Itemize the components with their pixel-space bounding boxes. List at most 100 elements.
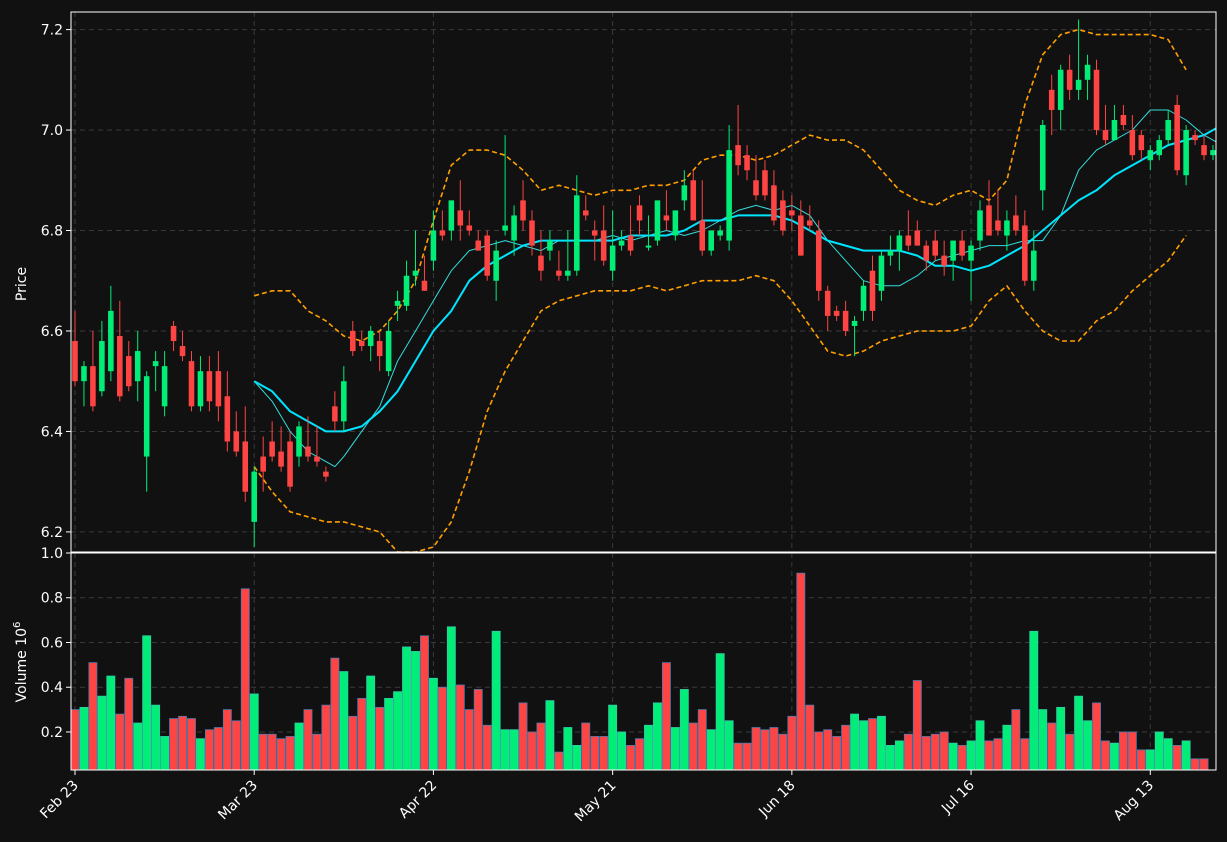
candle bbox=[878, 250, 885, 301]
candle bbox=[851, 315, 858, 357]
candle bbox=[134, 330, 141, 402]
candle-body bbox=[412, 270, 419, 276]
volume-bar bbox=[411, 651, 420, 771]
volume-bar bbox=[97, 695, 107, 771]
volume-bar bbox=[1038, 709, 1048, 771]
bollinger-band-line bbox=[253, 235, 1187, 552]
candle bbox=[179, 330, 186, 362]
candle bbox=[717, 225, 723, 241]
candle bbox=[735, 104, 741, 176]
volume-bar bbox=[823, 729, 833, 771]
candle bbox=[1174, 94, 1180, 176]
candle bbox=[394, 290, 401, 321]
volume-bar bbox=[706, 729, 716, 771]
volume-bar bbox=[733, 742, 743, 771]
candle-body bbox=[618, 240, 625, 246]
candle bbox=[932, 230, 938, 261]
volume-bar bbox=[527, 731, 537, 771]
candle-body bbox=[358, 341, 365, 347]
volume-bar bbox=[240, 588, 250, 771]
volume-bar bbox=[213, 727, 223, 771]
volume-bar bbox=[285, 736, 295, 771]
volume-bar bbox=[196, 738, 205, 771]
volume-bar bbox=[437, 686, 447, 771]
candle bbox=[188, 351, 195, 412]
volume-bar bbox=[151, 704, 161, 771]
volume-bar bbox=[957, 744, 967, 771]
volume-bar bbox=[420, 635, 429, 771]
volume-bar bbox=[805, 704, 815, 771]
candle-body bbox=[968, 245, 974, 261]
volume-tick-label: 1.0 bbox=[41, 546, 63, 562]
candle bbox=[609, 210, 616, 281]
volume-bar bbox=[231, 720, 241, 771]
candle-body bbox=[565, 270, 571, 276]
price-tick-label: 7.0 bbox=[41, 123, 63, 139]
candle bbox=[287, 431, 293, 492]
volume-bar bbox=[975, 720, 985, 771]
candle bbox=[152, 351, 159, 392]
volume-bar bbox=[554, 751, 564, 771]
volume-bar bbox=[787, 715, 797, 771]
candle-body bbox=[466, 225, 473, 231]
candle-body bbox=[117, 336, 123, 397]
volume-bar bbox=[581, 722, 591, 771]
volume-bar bbox=[1002, 724, 1012, 771]
volume-bar bbox=[106, 675, 116, 771]
volume-bar bbox=[258, 733, 268, 771]
candle-body bbox=[251, 471, 257, 522]
candle-body bbox=[99, 341, 105, 392]
volume-bar bbox=[473, 689, 483, 771]
volume-bar bbox=[178, 715, 187, 771]
candle bbox=[1156, 135, 1163, 161]
candle bbox=[815, 220, 822, 301]
volume-bar bbox=[644, 724, 653, 771]
candle-body bbox=[1057, 69, 1064, 110]
candle-body bbox=[627, 235, 634, 251]
candle bbox=[1165, 109, 1171, 146]
candle-body bbox=[663, 215, 670, 221]
volume-bar bbox=[1020, 738, 1030, 771]
candle-body bbox=[1075, 79, 1082, 90]
volume-bar bbox=[1047, 722, 1057, 771]
volume-bar bbox=[572, 744, 582, 771]
candle-body bbox=[815, 230, 822, 291]
candle bbox=[448, 200, 455, 241]
candle-body bbox=[753, 180, 759, 196]
volume-bar bbox=[1190, 758, 1200, 771]
volume-bar bbox=[446, 626, 456, 771]
candle-body bbox=[188, 361, 195, 407]
candle bbox=[1120, 104, 1127, 131]
candle-body bbox=[529, 220, 535, 246]
candle-body bbox=[72, 341, 78, 382]
volume-bar bbox=[653, 702, 662, 771]
price-tick-label: 6.6 bbox=[41, 324, 63, 340]
candle-body bbox=[941, 255, 947, 266]
candle bbox=[636, 195, 643, 236]
volume-bar bbox=[1118, 731, 1128, 771]
candle-body bbox=[789, 210, 795, 216]
candle bbox=[1183, 125, 1189, 186]
candle bbox=[1138, 130, 1145, 161]
volume-bar bbox=[1163, 738, 1173, 771]
candle-body bbox=[932, 240, 938, 256]
candle bbox=[206, 356, 213, 412]
candle bbox=[618, 230, 625, 251]
volume-bar bbox=[966, 740, 976, 771]
candle bbox=[896, 230, 903, 271]
price-tick-label: 6.8 bbox=[41, 224, 63, 240]
candle bbox=[323, 466, 329, 482]
candle-body bbox=[511, 215, 517, 241]
candle bbox=[1210, 145, 1216, 161]
volume-bar bbox=[1092, 702, 1101, 771]
candle-body bbox=[1210, 150, 1216, 156]
candle bbox=[842, 300, 849, 336]
candle bbox=[224, 371, 231, 452]
candle bbox=[986, 180, 992, 236]
candle bbox=[1004, 210, 1010, 251]
candle bbox=[108, 285, 114, 382]
candle-body bbox=[296, 426, 302, 457]
candle bbox=[681, 170, 688, 211]
candle-body bbox=[699, 220, 706, 251]
candle bbox=[439, 210, 446, 241]
